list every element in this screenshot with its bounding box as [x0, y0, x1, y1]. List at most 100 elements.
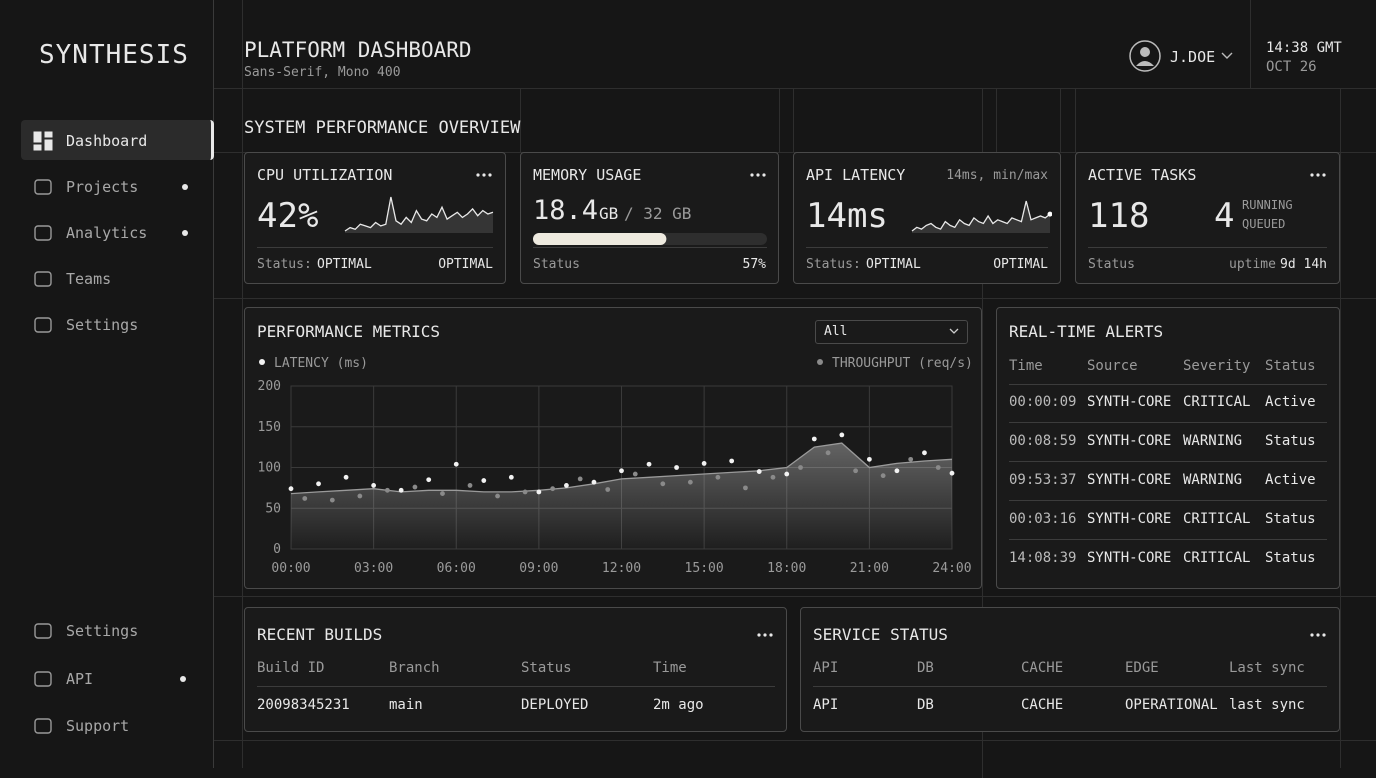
icon-part	[33, 144, 42, 151]
status-right: OPTIMAL	[993, 257, 1048, 272]
table-cell: Status	[1265, 433, 1316, 449]
data-point	[591, 479, 597, 485]
y-tick-label: 0	[273, 542, 281, 557]
sparkline-area	[912, 201, 1050, 233]
data-point	[715, 474, 721, 480]
bg-grid-h	[214, 88, 1376, 89]
status-value: OPTIMAL	[866, 257, 921, 272]
data-point	[922, 450, 927, 456]
card-title: REAL-TIME ALERTS	[1009, 322, 1164, 341]
filter-dropdown[interactable]: All	[815, 320, 968, 344]
filter-value[interactable]: All	[824, 324, 848, 339]
card-title: API LATENCY	[806, 166, 906, 184]
memory-total: / 32 GB	[624, 204, 692, 223]
row-divider	[1009, 422, 1327, 423]
data-point	[798, 465, 803, 470]
data-point	[316, 481, 321, 487]
table-cell: Active	[1265, 472, 1316, 488]
nav-item[interactable]: Settings	[66, 316, 139, 334]
memory-card: MEMORY USAGE 18.4 GB / 32 GB Status 57%	[520, 152, 779, 284]
nav-dot	[180, 675, 186, 682]
table-cell: Status	[1265, 550, 1316, 566]
menu-dot	[750, 173, 754, 177]
nav-item[interactable]: API	[66, 669, 94, 688]
table-cell: 00:00:09	[1009, 394, 1077, 410]
bg-grid-v	[242, 0, 243, 768]
nav-dot	[182, 230, 188, 236]
card-value: 42%	[257, 196, 319, 236]
x-tick-label: 21:00	[850, 561, 889, 576]
icon-part	[34, 670, 52, 687]
data-point	[384, 487, 390, 493]
data-point	[674, 465, 679, 470]
table-cell: SYNTH-CORE	[1087, 433, 1172, 449]
nav-item[interactable]: Support	[66, 717, 130, 735]
bg-grid-v	[779, 88, 780, 152]
y-tick-label: 50	[265, 501, 281, 516]
menu-dot	[482, 173, 486, 177]
more-menu[interactable]	[475, 172, 493, 178]
table-cell: SYNTH-CORE	[1087, 550, 1172, 566]
data-point	[426, 477, 432, 483]
table-cell: SYNTH-CORE	[1087, 511, 1172, 527]
alerts-card: REAL-TIME ALERTS Time Source Severity Status…	[996, 307, 1340, 589]
memory-bar-fill	[533, 233, 667, 245]
x-tick-label: 18:00	[767, 561, 806, 576]
divider	[1009, 384, 1327, 385]
memory-used: 18.4	[533, 195, 599, 226]
column-header: EDGE	[1125, 660, 1159, 676]
more-menu[interactable]	[1309, 172, 1327, 178]
nav-item[interactable]: Dashboard	[66, 132, 148, 150]
data-point	[467, 483, 473, 488]
menu-dot	[1310, 173, 1314, 177]
card-title: RECENT BUILDS	[257, 625, 383, 644]
user-name[interactable]: J.DOE	[1170, 48, 1216, 66]
status-label: Status	[533, 257, 580, 272]
data-point	[495, 493, 500, 499]
menu-dot	[1316, 633, 1320, 637]
sidebar	[0, 0, 214, 768]
nav-icon	[33, 131, 53, 151]
nav-item[interactable]: Analytics	[66, 224, 148, 242]
data-point	[536, 489, 542, 495]
more-menu[interactable]	[749, 172, 767, 178]
data-point	[343, 474, 349, 480]
more-menu[interactable]	[1309, 632, 1327, 638]
bg-grid-v	[793, 88, 794, 152]
table-cell: 00:03:16	[1009, 511, 1077, 527]
column-header: API	[813, 660, 839, 676]
nav-item[interactable]: Settings	[66, 622, 139, 640]
data-point	[880, 473, 886, 479]
icon-part	[34, 623, 52, 639]
status-label: Status:	[257, 257, 312, 272]
data-point	[481, 478, 487, 483]
nav-item[interactable]: Teams	[66, 270, 112, 288]
data-point	[605, 487, 611, 492]
table-cell: 00:08:59	[1009, 433, 1077, 449]
legend-label: LATENCY (ms)	[274, 356, 368, 371]
more-menu[interactable]	[756, 632, 774, 638]
data-point	[329, 497, 335, 503]
x-tick-label: 03:00	[354, 561, 393, 576]
nav-icon	[34, 271, 52, 287]
bg-grid-v	[1340, 88, 1341, 768]
services-card: SERVICE STATUS API DB CACHE EDGE Last sync API…	[800, 607, 1340, 732]
avatar-ring	[1129, 40, 1161, 72]
avatar	[1129, 40, 1161, 72]
data-point	[522, 489, 528, 495]
data-point	[935, 465, 941, 470]
uptime-value: 9d 14h	[1280, 257, 1327, 272]
nav-dot	[182, 184, 188, 190]
data-point	[357, 493, 363, 499]
bg-grid-v	[982, 88, 983, 778]
table-cell: 2m ago	[653, 697, 704, 713]
row-divider	[1009, 461, 1327, 462]
menu-dot	[763, 633, 767, 637]
data-point	[288, 486, 294, 492]
data-point	[743, 485, 748, 491]
menu-dot	[757, 633, 761, 637]
chart-title: PERFORMANCE METRICS	[257, 322, 441, 341]
avatar-body	[1136, 61, 1154, 66]
y-tick-label: 100	[258, 461, 281, 476]
nav-item[interactable]: Projects	[66, 178, 139, 196]
